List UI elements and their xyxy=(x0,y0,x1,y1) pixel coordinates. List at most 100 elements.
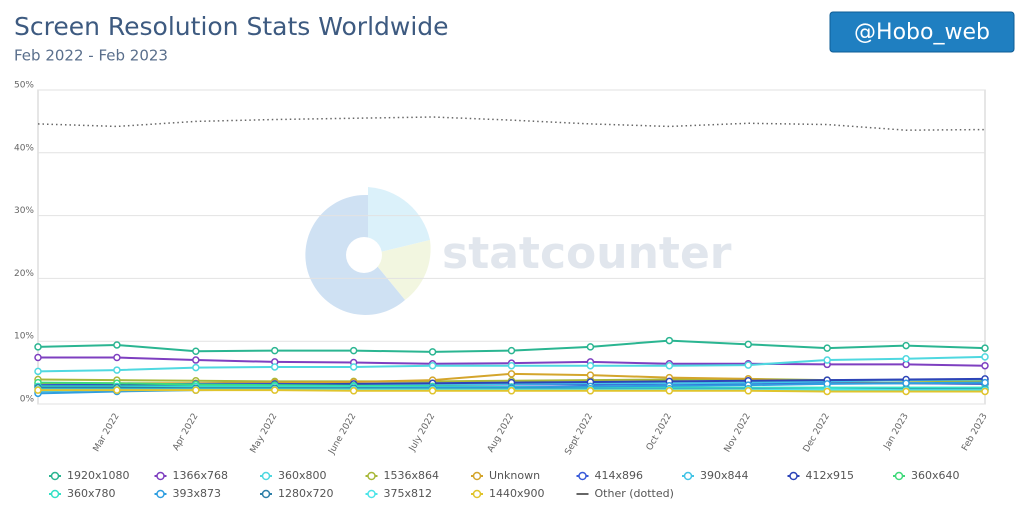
point xyxy=(823,356,831,364)
legend-marker xyxy=(789,471,798,481)
point xyxy=(113,366,121,374)
point xyxy=(192,386,200,394)
point xyxy=(507,370,516,378)
legend-marker xyxy=(472,471,482,481)
y-tick-label: 0% xyxy=(20,395,35,405)
watermark: statcounter xyxy=(305,187,732,315)
legend-marker xyxy=(578,471,587,481)
legend-marker xyxy=(50,471,60,481)
legend-marker xyxy=(261,471,271,481)
legend-marker xyxy=(156,489,165,499)
x-tick-label: Dec 2022 xyxy=(802,412,832,454)
x-tick-label: July 2022 xyxy=(407,412,437,454)
point xyxy=(428,348,437,356)
chart-title: Screen Resolution Stats Worldwide xyxy=(14,12,449,41)
legend-label: Unknown xyxy=(489,469,540,482)
point xyxy=(271,346,279,355)
point xyxy=(113,353,121,362)
y-tick-label: 20% xyxy=(14,269,34,279)
point xyxy=(744,340,752,349)
x-tick-label: Sept 2022 xyxy=(563,412,595,457)
legend-label: 390x844 xyxy=(700,469,749,482)
x-tick-label: June 2022 xyxy=(327,412,359,457)
point xyxy=(902,355,910,363)
point xyxy=(192,363,200,372)
legend-label: 1366x768 xyxy=(173,469,229,482)
x-tick-label: Apr 2022 xyxy=(171,412,200,453)
legend-label: 360x640 xyxy=(911,469,960,482)
legend-marker xyxy=(683,471,693,481)
y-tick-label: 40% xyxy=(14,143,34,153)
point xyxy=(981,378,989,387)
point xyxy=(665,361,674,370)
point xyxy=(34,367,42,376)
x-tick-label: May 2022 xyxy=(249,412,280,455)
point xyxy=(349,346,358,355)
legend-label: Other (dotted) xyxy=(595,487,674,500)
point xyxy=(271,386,279,394)
point xyxy=(902,341,910,350)
y-tick-label: 30% xyxy=(14,206,34,216)
point xyxy=(349,387,358,395)
point xyxy=(113,386,121,394)
badge xyxy=(829,11,1015,53)
legend-label: 360x780 xyxy=(67,487,116,500)
point xyxy=(823,344,831,352)
point xyxy=(507,346,516,355)
point xyxy=(665,336,674,345)
point xyxy=(34,353,42,362)
point xyxy=(507,361,516,370)
legend-label: 414x896 xyxy=(595,469,644,482)
legend-label: 412x915 xyxy=(806,469,855,482)
point xyxy=(428,361,437,370)
point xyxy=(665,387,674,395)
x-tick-label: Oct 2022 xyxy=(645,412,674,453)
legend-label: 375x812 xyxy=(384,487,433,500)
point xyxy=(113,341,121,349)
point xyxy=(428,387,437,395)
watermark-text: statcounter xyxy=(442,228,732,279)
legend-marker xyxy=(156,471,165,481)
point xyxy=(34,386,42,394)
legend-marker xyxy=(894,471,904,481)
legend-label: 1920x1080 xyxy=(67,469,130,482)
x-tick-label: Mar 2022 xyxy=(92,412,122,454)
legend-label: 1280x720 xyxy=(278,487,334,500)
legend-marker xyxy=(472,489,482,499)
point xyxy=(744,361,752,369)
point xyxy=(192,356,200,364)
x-tick-label: Nov 2022 xyxy=(723,412,753,455)
point xyxy=(981,353,989,361)
x-tick-label: Feb 2023 xyxy=(960,412,990,453)
legend-label: 1440x900 xyxy=(489,487,545,500)
point xyxy=(192,347,200,355)
point xyxy=(586,361,595,370)
point xyxy=(586,371,595,379)
series-line xyxy=(37,116,986,131)
y-tick-label: 50% xyxy=(14,81,34,91)
x-tick-label: Jan 2023 xyxy=(882,412,911,452)
point xyxy=(271,363,279,371)
y-tick-label: 10% xyxy=(14,332,34,342)
point xyxy=(34,343,42,351)
point xyxy=(823,387,831,396)
legend-marker xyxy=(367,471,376,481)
point xyxy=(902,387,910,396)
point xyxy=(349,363,358,371)
legend-marker xyxy=(261,489,271,499)
legend-label: 393x873 xyxy=(173,487,222,500)
point xyxy=(744,387,752,395)
badge-text: @Hobo_web xyxy=(854,20,990,45)
x-tick-label: Aug 2022 xyxy=(486,412,516,455)
legend-label: 1536x864 xyxy=(384,469,440,482)
point xyxy=(507,387,516,395)
point xyxy=(586,343,595,351)
point xyxy=(981,387,989,396)
point xyxy=(981,344,989,352)
chart-subtitle: Feb 2022 - Feb 2023 xyxy=(14,47,168,65)
legend-marker xyxy=(367,489,376,499)
point xyxy=(981,361,989,370)
legend-marker xyxy=(50,489,60,499)
legend-label: 360x800 xyxy=(278,469,327,482)
